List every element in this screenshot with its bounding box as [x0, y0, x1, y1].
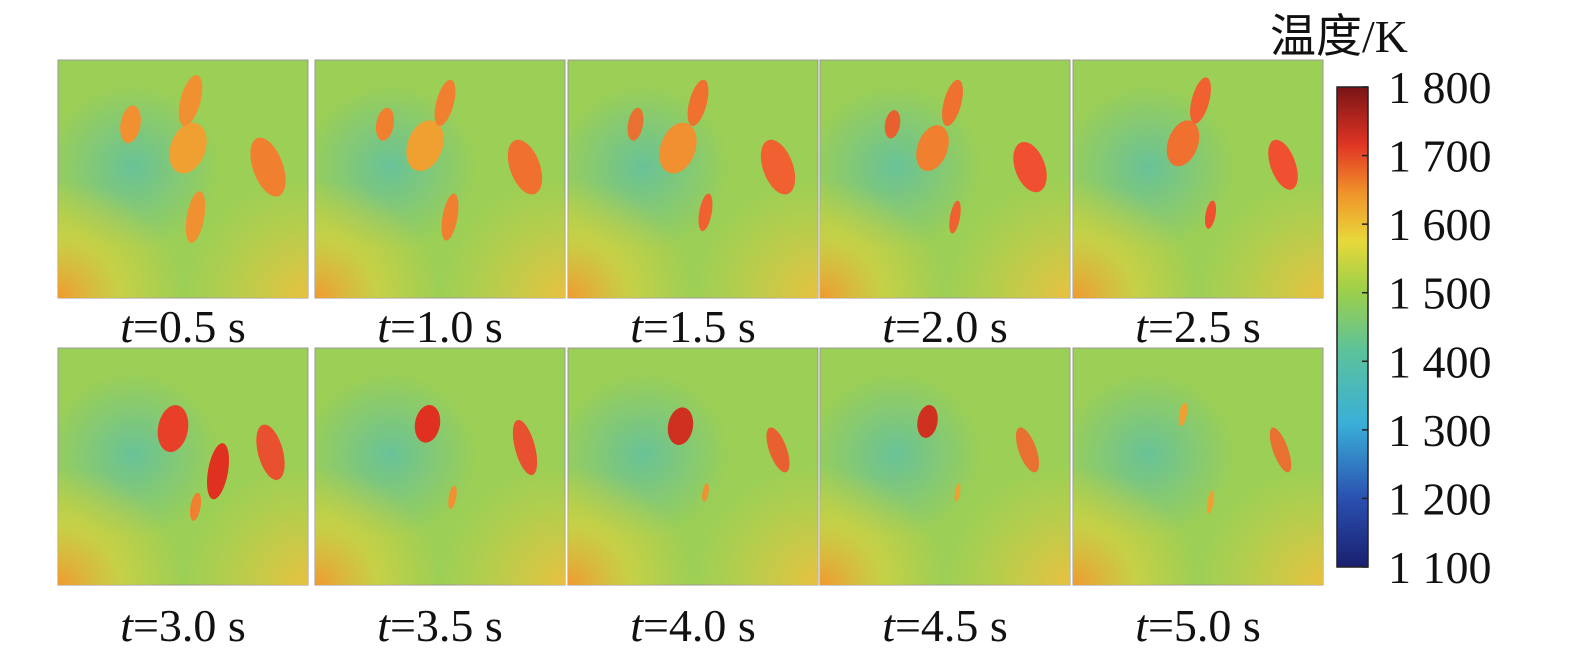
hot-particle: [1190, 77, 1211, 124]
colorbar-tick-label: 1 700: [1388, 131, 1492, 182]
hot-particle: [1204, 200, 1217, 229]
colorbar-tick-label: 1 300: [1388, 405, 1492, 456]
time-variable: t: [377, 301, 391, 352]
hot-particle: [157, 405, 189, 453]
colorbar-tick-label: 1 100: [1388, 542, 1492, 593]
image-hot-corner: [568, 348, 818, 585]
hot-particle: [206, 443, 230, 500]
colorbar-tick-label: 1 200: [1388, 473, 1492, 524]
time-variable: t: [1135, 600, 1149, 651]
time-variable: t: [377, 600, 391, 651]
hot-particle: [120, 105, 141, 144]
thermal-image: [57, 59, 309, 299]
time-variable: t: [882, 301, 896, 352]
thermal-image: [314, 59, 566, 299]
hot-particle: [884, 110, 901, 139]
time-variable: t: [120, 301, 134, 352]
hot-particle: [949, 200, 961, 234]
hot-particle: [627, 107, 644, 141]
hot-particle: [375, 107, 395, 141]
hot-particle: [702, 483, 709, 502]
time-value: =3.0 s: [133, 600, 246, 651]
colorbar-tick-label: 1 600: [1388, 199, 1492, 250]
hot-particle: [667, 407, 694, 446]
time-value: =4.5 s: [895, 600, 1008, 651]
time-variable: t: [120, 600, 134, 651]
hot-particle: [185, 191, 206, 243]
hot-particle: [1166, 120, 1200, 167]
time-label: t=3.5 s: [377, 600, 503, 651]
hot-particle: [169, 122, 207, 174]
time-variable: t: [630, 301, 644, 352]
time-value: =3.5 s: [390, 600, 503, 651]
colorbar-tick-label: 1 800: [1388, 62, 1492, 113]
thermal-image: [567, 59, 819, 299]
time-value: =4.0 s: [643, 600, 756, 651]
thermal-image: [567, 347, 819, 586]
thermal-image: [1072, 59, 1324, 299]
time-value: =5.0 s: [1148, 600, 1261, 651]
time-value: =2.5 s: [1148, 301, 1261, 352]
hot-particle: [512, 419, 538, 476]
hot-particle: [917, 405, 938, 438]
time-label: t=3.0 s: [120, 600, 246, 651]
colorbar-tick-label: 1 400: [1388, 336, 1492, 387]
hot-particle: [1013, 141, 1047, 193]
time-value: =0.5 s: [133, 301, 246, 352]
time-label: t=0.5 s: [120, 301, 246, 352]
hot-particle: [448, 485, 457, 509]
thermal-image: [819, 347, 1071, 586]
hot-particle: [954, 483, 961, 502]
hot-particle: [1268, 139, 1298, 190]
time-label: t=4.5 s: [882, 600, 1008, 651]
hot-particle: [441, 193, 459, 241]
hot-particle: [250, 137, 286, 197]
thermal-image: [57, 347, 309, 586]
thermal-image: [819, 59, 1071, 299]
time-label: t=1.5 s: [630, 301, 756, 352]
time-value: =1.0 s: [390, 301, 503, 352]
hot-particle: [687, 79, 709, 126]
colorbar: [1336, 86, 1369, 568]
hot-particle: [406, 120, 444, 171]
hot-particle: [189, 492, 202, 521]
hot-particle: [1178, 402, 1188, 427]
time-variable: t: [882, 600, 896, 651]
colorbar-tick-label: 1 500: [1388, 268, 1492, 319]
colorbar-title: 温度/K: [1270, 11, 1408, 62]
hot-particle: [256, 424, 285, 480]
hot-particle: [1269, 427, 1292, 473]
time-label: t=2.5 s: [1135, 301, 1261, 352]
hot-particle: [766, 427, 790, 473]
hot-particle: [178, 75, 203, 126]
thermal-image: [1072, 347, 1324, 586]
time-variable: t: [1135, 301, 1149, 352]
hot-particle: [659, 122, 697, 174]
time-label: t=1.0 s: [377, 301, 503, 352]
time-label: t=2.0 s: [882, 301, 1008, 352]
time-value: =2.0 s: [895, 301, 1008, 352]
time-value: =1.5 s: [643, 301, 756, 352]
hot-particle: [414, 405, 441, 443]
hot-particle: [1206, 490, 1215, 514]
hot-particle: [760, 139, 796, 195]
hot-particle: [698, 193, 713, 232]
thermal-image: [314, 347, 566, 586]
hot-particle: [1015, 427, 1040, 473]
hot-particle: [916, 125, 949, 172]
time-variable: t: [630, 600, 644, 651]
panels: t=0.5 s t=1.0 s t=1.5 s t=2.0 s t=2.5 st=3.0…: [57, 59, 1324, 651]
time-label: t=5.0 s: [1135, 600, 1261, 651]
hot-particle: [507, 139, 543, 195]
hot-particle: [942, 79, 963, 126]
time-label: t=4.0 s: [630, 600, 756, 651]
hot-particle: [434, 79, 456, 126]
